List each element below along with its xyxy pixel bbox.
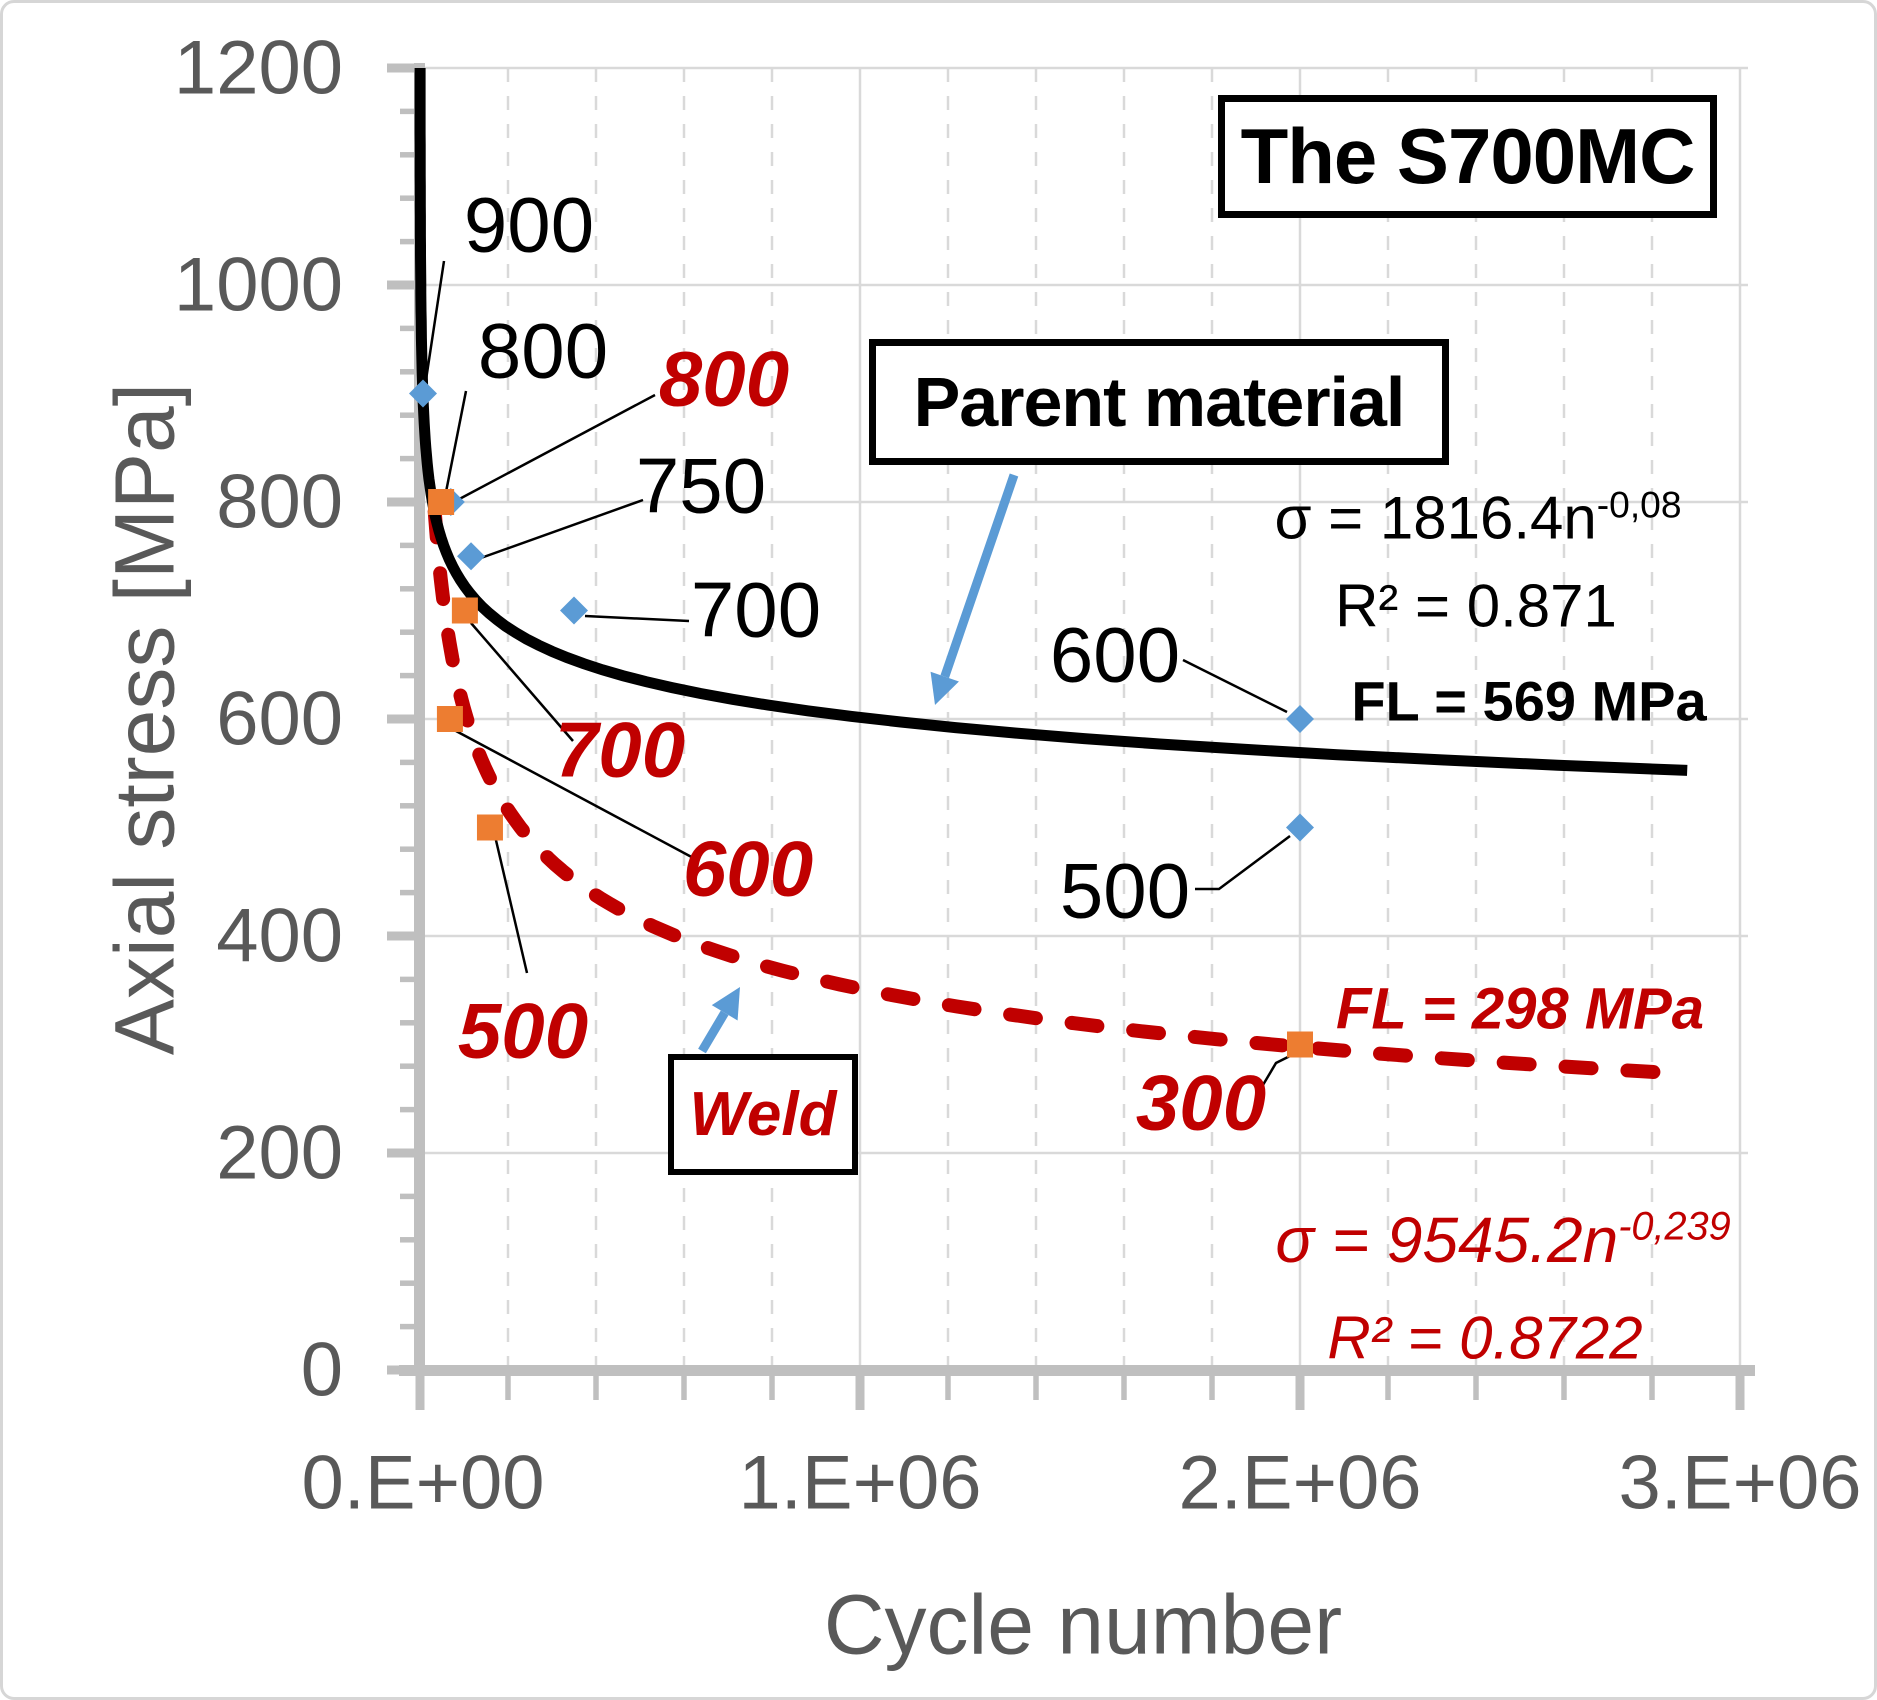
label-parent-800: 800: [477, 306, 609, 395]
parent-material-callout: Parent material: [869, 339, 1449, 465]
y-tick-label-1000: 1000: [173, 242, 343, 328]
parent-material-label: Parent material: [913, 363, 1406, 441]
chart-title-box: The S700MC: [1218, 95, 1717, 218]
parent-r-squared: R² = 0.871: [1335, 572, 1617, 640]
weld-label: Weld: [689, 1080, 837, 1149]
label-weld-300: 300: [1135, 1058, 1267, 1147]
sn-curve-plot-canvas: [387, 63, 1755, 1410]
x-axis-title: Cycle number: [823, 1577, 1343, 1672]
label-weld-700: 700: [554, 705, 686, 794]
label-parent-750: 750: [635, 441, 767, 530]
label-weld-500: 500: [457, 986, 589, 1075]
y-tick-label-1200: 1200: [173, 25, 343, 111]
label-weld-600: 600: [682, 824, 814, 913]
y-tick-label-600: 600: [216, 676, 343, 762]
weld-fit-equation: σ = 9545.2n-0,239: [1275, 1204, 1731, 1276]
y-tick-label-400: 400: [216, 893, 343, 979]
label-parent-600: 600: [1049, 610, 1181, 699]
x-tick-label-0e00: 0.E+00: [301, 1440, 545, 1526]
chart-title: The S700MC: [1240, 112, 1696, 200]
y-tick-label-0: 0: [300, 1327, 343, 1413]
weld-r-squared: R² = 0.8722: [1327, 1304, 1643, 1372]
weld-callout: Weld: [668, 1054, 858, 1175]
label-parent-500: 500: [1059, 846, 1191, 935]
y-tick-label-200: 200: [216, 1110, 343, 1196]
parent-fatigue-limit: FL = 569 MPa: [1351, 669, 1707, 733]
label-weld-800: 800: [658, 334, 790, 423]
weld-fatigue-limit: FL = 298 MPa: [1335, 976, 1705, 1042]
label-parent-900: 900: [463, 180, 595, 269]
x-tick-label-3e06: 3.E+06: [1618, 1440, 1862, 1526]
x-tick-label-1e06: 1.E+06: [738, 1440, 982, 1526]
parent-fit-equation: σ = 1816.4n-0,08: [1274, 483, 1682, 552]
x-tick-label-2e06: 2.E+06: [1178, 1440, 1422, 1526]
y-axis-title: Axial stress [MPa]: [97, 382, 192, 1056]
y-tick-label-800: 800: [216, 459, 343, 545]
label-parent-700: 700: [690, 565, 822, 654]
